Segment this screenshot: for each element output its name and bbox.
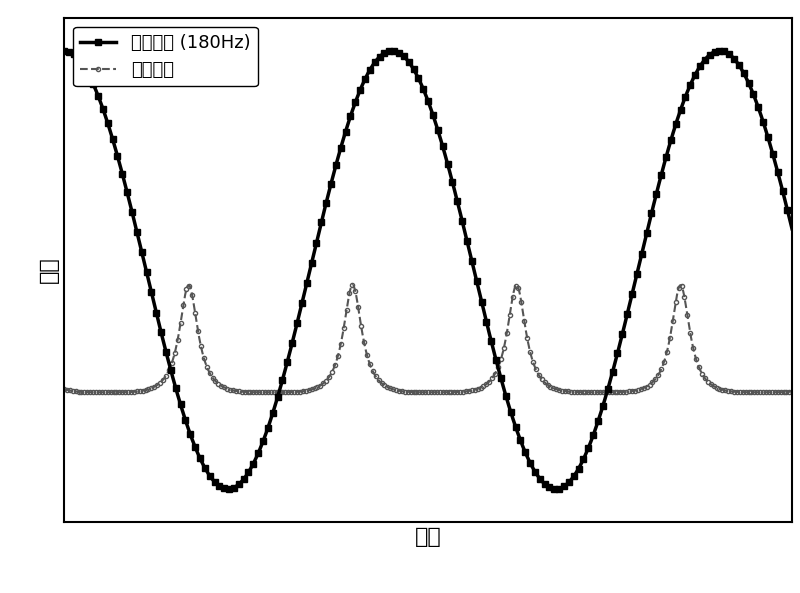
输入信号 (180Hz) [694, 63, 704, 71]
输入信号 (180Hz) [773, 170, 782, 177]
输出信号 [774, 388, 783, 396]
X-axis label: 时间: 时间 [414, 527, 442, 547]
输出信号 [338, 328, 348, 335]
输入信号 (180Hz) [142, 270, 152, 278]
输入信号 (180Hz) [787, 225, 797, 232]
Y-axis label: 幅度: 幅度 [38, 256, 58, 283]
输出信号 [370, 372, 380, 379]
输入信号 (180Hz) [338, 136, 348, 143]
输入信号 (180Hz) [551, 486, 561, 493]
Line: 输入信号 (180Hz): 输入信号 (180Hz) [62, 48, 794, 492]
输入信号 (180Hz) [59, 47, 69, 54]
输入信号 (180Hz) [186, 431, 195, 438]
输出信号 [59, 385, 69, 393]
Line: 输出信号: 输出信号 [62, 283, 794, 394]
输入信号 (180Hz) [370, 59, 379, 66]
输出信号 [142, 386, 152, 393]
输出信号 [348, 282, 358, 289]
输出信号 [594, 389, 603, 396]
Legend: 输入信号 (180Hz), 输出信号: 输入信号 (180Hz), 输出信号 [73, 27, 258, 87]
输出信号 [787, 388, 797, 395]
输出信号 [695, 366, 705, 373]
输出信号 [186, 284, 195, 291]
